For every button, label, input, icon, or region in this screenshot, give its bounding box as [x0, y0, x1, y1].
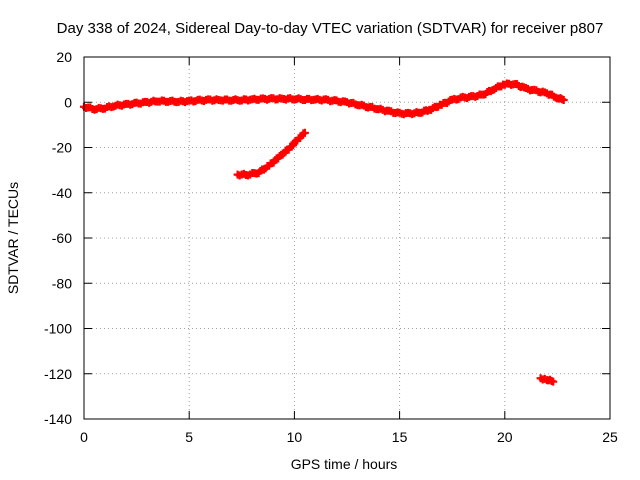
y-tick-label: -20 — [52, 140, 72, 156]
plot-frame — [83, 56, 611, 420]
data-marks — [80, 79, 568, 386]
x-tick-label: 10 — [287, 429, 303, 445]
axis-ticks: 20 0 -20 -40 -60 -80 -100 -120 -140 0 5 10 15 20 25 — [44, 49, 618, 445]
data-point — [549, 377, 558, 386]
chart-title: Day 338 of 2024, Sidereal Day-to-day VTE… — [57, 20, 604, 37]
y-tick-label: -120 — [44, 366, 72, 382]
data-point — [300, 128, 309, 137]
y-axis-label: SDTVAR / TECUs — [5, 182, 21, 294]
y-tick-label: -100 — [44, 321, 72, 337]
data-point — [559, 95, 568, 104]
y-tick-label: -60 — [52, 230, 72, 246]
x-tick-label: 25 — [602, 429, 618, 445]
y-tick-label: -140 — [44, 411, 72, 427]
y-tick-label: 0 — [64, 94, 72, 110]
grid-lines — [84, 57, 610, 419]
x-tick-label: 20 — [497, 429, 513, 445]
x-tick-label: 15 — [392, 429, 408, 445]
x-axis-label: GPS time / hours — [291, 456, 398, 472]
y-tick-label: -80 — [52, 275, 72, 291]
x-tick-label: 5 — [185, 429, 193, 445]
y-tick-label: -40 — [52, 185, 72, 201]
x-tick-label: 0 — [80, 429, 88, 445]
y-tick-label: 20 — [56, 49, 72, 65]
